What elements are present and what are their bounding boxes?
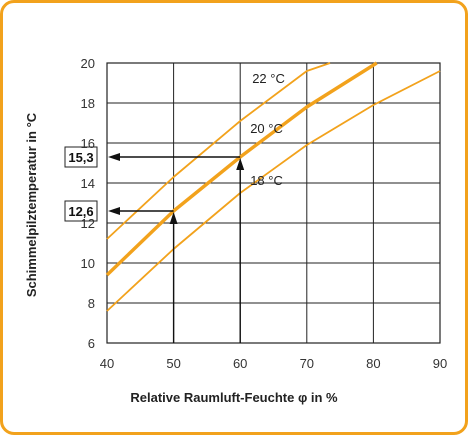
y-tick-label: 12 bbox=[81, 216, 95, 231]
annotation-box bbox=[64, 200, 98, 222]
y-axis-label: Schimmelpilztemperatur in °C bbox=[24, 112, 39, 297]
annotation-box bbox=[64, 146, 98, 168]
series-label: 22 °C bbox=[252, 71, 285, 86]
x-tick-label: 40 bbox=[100, 356, 114, 371]
x-tick-label: 60 bbox=[233, 356, 247, 371]
annotation-value: 15,3 bbox=[68, 150, 93, 165]
arrows: 15,3 12,6 bbox=[64, 146, 245, 343]
arrowhead-left bbox=[108, 207, 120, 215]
series-label: 20 °C bbox=[250, 121, 283, 136]
annotation-value: 12,6 bbox=[68, 204, 93, 219]
series-line-18c bbox=[106, 70, 441, 312]
series-line-22c bbox=[106, 62, 331, 240]
arrowhead-up bbox=[236, 158, 245, 170]
y-tick-label: 20 bbox=[81, 56, 95, 71]
grid bbox=[106, 62, 441, 344]
arrowhead-up bbox=[169, 212, 178, 224]
x-axis-label: Relative Raumluft-Feuchte φ in % bbox=[130, 390, 338, 405]
x-tick-label: 50 bbox=[166, 356, 180, 371]
y-tick-label: 16 bbox=[81, 136, 95, 151]
x-tick-label: 90 bbox=[433, 356, 447, 371]
y-tick-label: 8 bbox=[88, 296, 95, 311]
series-label: 18 °C bbox=[250, 173, 283, 188]
tick-labels: 40 50 60 70 80 90 6 8 10 12 14 16 18 20 bbox=[81, 56, 448, 371]
y-tick-label: 14 bbox=[81, 176, 95, 191]
x-tick-label: 70 bbox=[300, 356, 314, 371]
plot-border bbox=[106, 62, 441, 344]
y-tick-label: 18 bbox=[81, 96, 95, 111]
arrowhead-left bbox=[108, 153, 120, 161]
x-tick-label: 80 bbox=[366, 356, 380, 371]
labels: 22 °C 20 °C 18 °C bbox=[250, 71, 285, 188]
y-tick-label: 10 bbox=[81, 256, 95, 271]
y-tick-label: 6 bbox=[88, 336, 95, 351]
